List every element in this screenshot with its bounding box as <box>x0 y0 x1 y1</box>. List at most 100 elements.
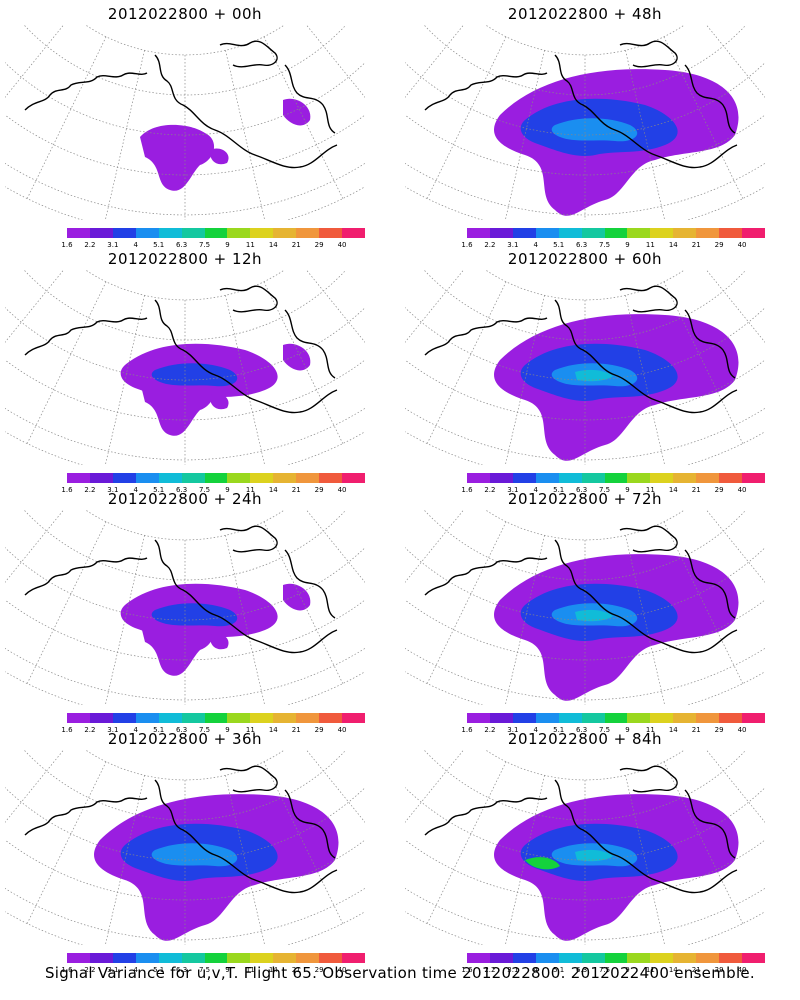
polar-map <box>405 750 765 945</box>
graticule-line <box>405 750 443 822</box>
graticule-line <box>5 647 365 701</box>
variance-region <box>283 583 311 611</box>
colorbar-tick-label: 29 <box>314 726 324 734</box>
graticule-line <box>26 281 107 444</box>
colorbar-swatch <box>135 713 159 723</box>
colorbar-tick-label: 40 <box>337 966 347 974</box>
colorbar-swatch <box>342 953 365 963</box>
panel-title: 2012022800 + 36h <box>107 730 263 748</box>
colorbar-swatch <box>673 953 697 963</box>
colorbar-tick-label: 6.3 <box>576 241 588 249</box>
colorbar-tick-label: 9 <box>225 486 230 494</box>
colorbar-tick-label: 5.1 <box>553 486 565 494</box>
colorbar-swatch <box>89 473 113 483</box>
colorbar-swatch <box>273 228 297 238</box>
graticule-line <box>306 510 365 583</box>
graticule-line <box>5 839 365 901</box>
colorbar-tick-label: 7.5 <box>198 966 211 974</box>
graticule-line <box>405 25 443 97</box>
colorbar-swatch <box>535 713 559 723</box>
colorbar-swatch <box>319 953 343 963</box>
colorbar-tick-label: 40 <box>337 241 347 249</box>
coastline <box>284 64 336 134</box>
panel-title: 2012022800 + 72h <box>507 490 663 508</box>
variance-region <box>140 609 215 676</box>
colorbar-tick-label: 2.2 <box>84 966 96 974</box>
forecast-panel: 2012022800 + 12h 1.6 2.2 3.1 4 5.1 6.3 7.5 9 11 14… <box>5 250 365 494</box>
colorbar-tick-label: 1.6 <box>461 726 473 734</box>
colorbar <box>467 953 765 963</box>
colorbar-tick-label: 6.3 <box>176 726 188 734</box>
colorbar-swatch <box>650 953 674 963</box>
colorbar-tick-label: 2.2 <box>84 486 96 494</box>
colorbar-tick-label: 40 <box>737 486 747 494</box>
colorbar-swatch <box>250 228 274 238</box>
graticule-line <box>405 787 765 861</box>
forecast-panel: 2012022800 + 48h 1.6 2.2 3.1 4 5.1 6.3 7.5 9 11 14… <box>405 5 765 249</box>
colorbar-tick-label: 11 <box>245 966 255 974</box>
graticule-line <box>85 750 285 781</box>
forecast-panel: 2012022800 + 00h 1.6 2.2 3.1 4 5.1 6.3 7.5 9 11 14… <box>5 5 365 249</box>
colorbar-swatch <box>250 953 274 963</box>
colorbar-swatch <box>719 228 743 238</box>
colorbar-tick-label: 5.1 <box>553 966 565 974</box>
polar-map <box>5 25 365 220</box>
colorbar-tick-label: 4 <box>533 486 538 494</box>
graticule-line <box>405 547 765 621</box>
colorbar-tick-label: 1.6 <box>461 486 473 494</box>
graticule-line <box>485 750 685 781</box>
colorbar-tick-label: 21 <box>691 726 701 734</box>
colorbar-tick-label: 21 <box>291 241 301 249</box>
colorbar-swatch <box>581 228 605 238</box>
variance-region <box>575 369 613 382</box>
coastline <box>424 317 548 356</box>
colorbar-swatch <box>273 713 297 723</box>
coastline <box>619 285 678 313</box>
colorbar-tick-label: 21 <box>691 486 701 494</box>
colorbar-swatch <box>512 713 536 723</box>
colorbar-swatch <box>467 228 490 238</box>
colorbar-swatch <box>67 953 90 963</box>
variance-region <box>209 148 229 165</box>
panel-title: 2012022800 + 84h <box>507 730 663 748</box>
colorbar-tick-label: 1.6 <box>61 966 73 974</box>
colorbar-swatch <box>204 473 228 483</box>
colorbar-tick-label: 4 <box>133 241 138 249</box>
colorbar-swatch <box>67 228 90 238</box>
colorbar-tick-label: 21 <box>691 241 701 249</box>
graticule-line <box>23 270 347 341</box>
colorbar-swatch <box>696 228 720 238</box>
graticule-line <box>225 50 266 220</box>
colorbar-swatch <box>67 473 90 483</box>
graticule-line <box>26 521 107 684</box>
colorbar-tick-label: 4 <box>533 241 538 249</box>
coastline <box>554 539 738 654</box>
colorbar-swatch <box>250 473 274 483</box>
graticule-line <box>426 761 507 924</box>
colorbar-tick-label: 7.5 <box>198 486 211 494</box>
colorbar-tick-label: 1.6 <box>61 486 73 494</box>
coastline <box>619 40 678 68</box>
graticule-line <box>727 25 765 97</box>
colorbar-swatch <box>581 473 605 483</box>
graticule-line <box>426 281 507 444</box>
colorbar-swatch <box>89 953 113 963</box>
graticule-line <box>405 62 765 136</box>
colorbar-swatch <box>112 953 136 963</box>
colorbar-tick-label: 14 <box>268 966 278 974</box>
colorbar-tick-label: 2.2 <box>84 241 96 249</box>
colorbar-swatch <box>650 473 674 483</box>
colorbar-swatch <box>112 713 136 723</box>
coastline <box>424 797 548 836</box>
graticule-line <box>5 407 365 461</box>
colorbar-tick-label: 11 <box>645 726 655 734</box>
colorbar-swatch <box>296 473 320 483</box>
coastline <box>24 72 148 111</box>
colorbar-swatch <box>742 473 765 483</box>
colorbar-swatch <box>467 713 490 723</box>
colorbar-tick-label: 11 <box>645 486 655 494</box>
coastline <box>684 64 736 134</box>
colorbar-tick-label: 1.6 <box>61 726 73 734</box>
colorbar-tick-label: 9 <box>225 726 230 734</box>
colorbar-tick-label: 6.3 <box>576 726 588 734</box>
